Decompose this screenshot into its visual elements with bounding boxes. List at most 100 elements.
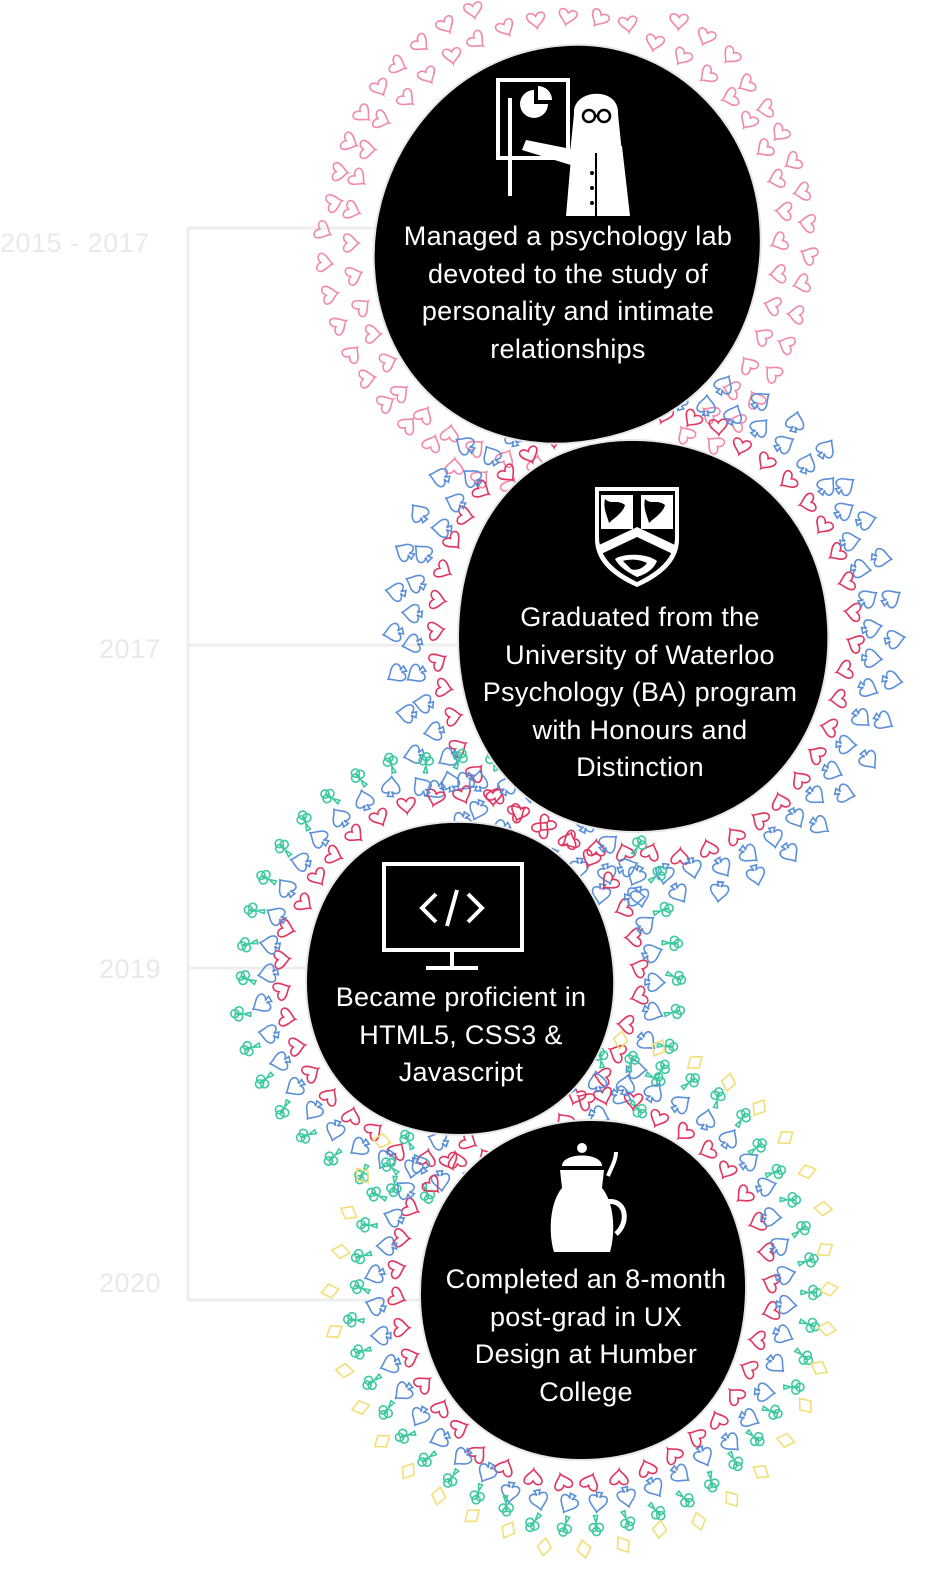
heart-symbol <box>550 1470 575 1493</box>
diamond-symbol <box>330 1242 352 1261</box>
heart-symbol <box>393 1317 411 1338</box>
heart-symbol <box>659 1441 686 1467</box>
spade-symbol <box>695 393 717 417</box>
spade-symbol <box>411 692 436 715</box>
spade-symbol <box>421 719 447 744</box>
spade-symbol <box>499 1480 522 1505</box>
spade-symbol <box>352 787 377 813</box>
spade-symbol <box>322 1117 348 1144</box>
heart-symbol <box>311 218 336 244</box>
heart-symbol <box>767 230 791 255</box>
spade-symbol <box>390 537 419 566</box>
club-symbol <box>350 1161 374 1188</box>
heart-symbol <box>842 630 867 655</box>
club-symbol <box>467 1481 489 1507</box>
club-symbol <box>759 1400 785 1423</box>
spade-symbol <box>643 972 667 993</box>
spade-symbol <box>383 580 408 604</box>
spade-symbol <box>715 1124 743 1153</box>
spade-symbol <box>819 758 847 785</box>
club-symbol <box>677 1069 704 1095</box>
club-symbol <box>656 1037 679 1055</box>
spade-symbol <box>710 370 738 399</box>
year-label-2020: 2020 <box>99 1268 162 1298</box>
year-label-2017: 2017 <box>99 634 162 664</box>
spade-symbol <box>770 430 799 458</box>
spade-symbol <box>404 498 433 528</box>
spade-symbol <box>837 529 863 553</box>
heart-symbol <box>411 402 437 427</box>
heart-symbol <box>434 677 455 700</box>
heart-symbol <box>734 72 758 97</box>
club-symbol <box>497 1494 515 1518</box>
club-symbol <box>380 750 402 776</box>
spade-symbol <box>860 647 884 670</box>
club-symbol <box>742 1425 769 1451</box>
spade-symbol <box>441 488 469 515</box>
heart-symbol <box>751 136 777 163</box>
heart-symbol <box>395 411 421 437</box>
heart-symbol <box>752 449 779 475</box>
heart-symbol <box>616 1014 635 1035</box>
spade-symbol <box>345 1133 374 1162</box>
club-symbol <box>363 1183 390 1207</box>
spade-symbol <box>272 873 301 902</box>
timeline-rail <box>186 226 470 1302</box>
diamond-symbol <box>396 1458 420 1484</box>
club-symbol <box>788 1216 815 1243</box>
heart-symbol <box>426 619 447 642</box>
heart-symbol <box>493 16 519 41</box>
spade-symbol <box>401 660 430 689</box>
heart-symbol <box>669 45 695 70</box>
spade-symbol <box>847 704 876 733</box>
club-symbol <box>242 901 266 920</box>
researcher-presenting-icon <box>496 78 630 216</box>
diamond-symbol <box>747 1095 771 1120</box>
spade-symbol <box>805 811 834 840</box>
spade-symbol <box>766 1231 795 1260</box>
club-symbol <box>796 1313 823 1336</box>
club-symbol <box>235 934 260 955</box>
club-symbol <box>374 1396 400 1424</box>
spade-symbol <box>882 627 908 651</box>
spade-symbol <box>708 853 737 882</box>
club-symbol <box>358 1369 386 1394</box>
heart-symbol <box>370 108 394 133</box>
heart-symbol <box>331 161 350 183</box>
spade-symbol <box>880 669 905 692</box>
spade-symbol <box>400 602 424 624</box>
club-symbol <box>349 1245 374 1267</box>
spade-symbol <box>877 584 906 612</box>
spade-symbol <box>769 1321 798 1349</box>
heart-symbol <box>828 688 848 710</box>
heart-symbol <box>377 349 400 374</box>
diamond-symbol <box>429 1484 449 1508</box>
spade-symbol <box>869 707 898 735</box>
spade-symbol <box>554 1489 582 1518</box>
club-symbol <box>413 1446 441 1471</box>
spade-symbol <box>280 1073 309 1102</box>
club-symbol <box>251 1067 278 1093</box>
spade-symbol <box>854 584 883 613</box>
diamond-symbol <box>322 1319 347 1344</box>
heart-symbol <box>364 324 382 344</box>
heart-symbol <box>634 1456 659 1479</box>
heart-symbol <box>749 323 775 349</box>
heart-symbol <box>768 790 792 812</box>
spade-symbol <box>325 803 355 832</box>
heart-symbol <box>345 166 371 192</box>
heart-symbol <box>761 293 783 318</box>
diamond-symbol <box>496 1517 520 1543</box>
diamond-symbol <box>336 1201 361 1225</box>
diamond-symbol <box>774 1430 797 1450</box>
heart-symbol <box>492 1455 518 1479</box>
heart-symbol <box>523 1467 544 1486</box>
spade-symbol <box>762 825 786 850</box>
heart-symbol <box>350 101 376 128</box>
heart-symbol <box>671 1120 697 1146</box>
diamond-symbol <box>650 1518 669 1540</box>
spade-symbol <box>267 1049 293 1074</box>
spade-symbol <box>783 409 808 435</box>
diamond-symbol <box>793 1393 818 1418</box>
heart-symbol <box>818 715 839 739</box>
